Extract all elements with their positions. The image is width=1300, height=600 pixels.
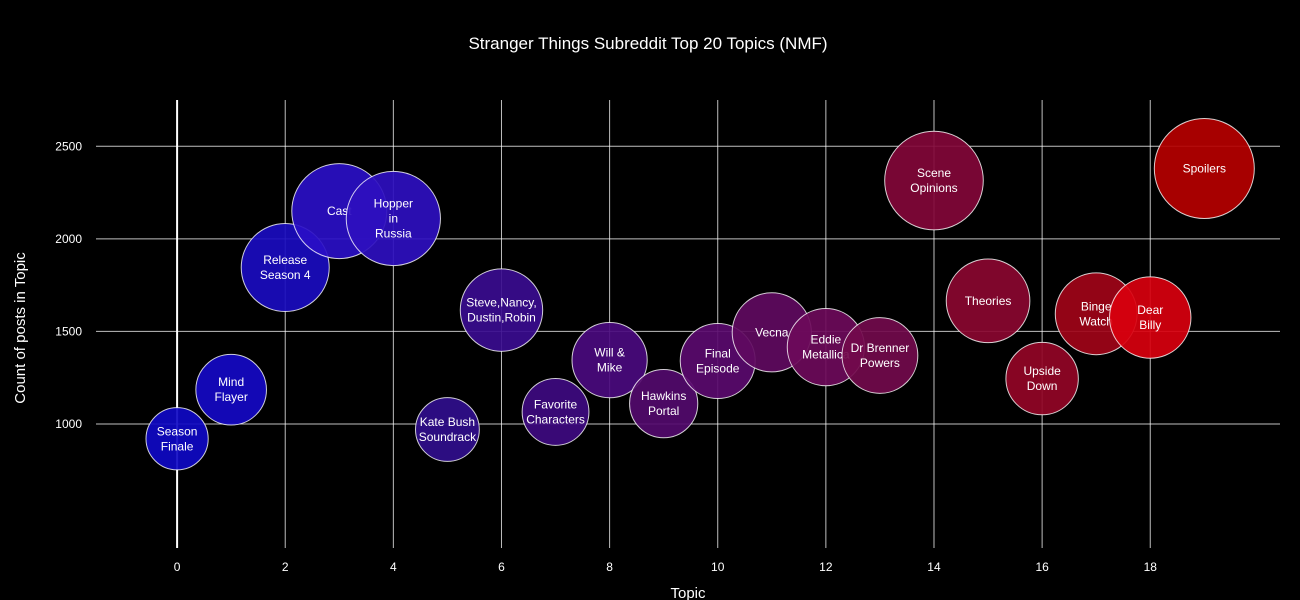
y-tick-label: 2000 [55, 232, 82, 246]
bubble-label-line: Scene [917, 166, 951, 180]
bubble-point[interactable] [345, 170, 441, 267]
bubble-label-line: Mind [218, 375, 244, 389]
bubble-label: Release Season 4 [260, 253, 311, 282]
bubble-label-line: Upside [1023, 364, 1061, 378]
bubble-label-line: Billy [1139, 318, 1161, 332]
bubble-label-line: Hawkins [641, 389, 686, 403]
bubble-label-line: Dear [1137, 303, 1163, 317]
bubble-point[interactable] [521, 378, 590, 446]
bubble-point[interactable] [884, 130, 984, 231]
bubble-label: Steve,Nancy, Dustin,Robin [466, 296, 536, 325]
bubble-label: Favorite Characters [526, 397, 585, 426]
bubble-label-line: Characters [526, 412, 585, 426]
bubble-label-line: Theories [965, 294, 1012, 308]
bubble-label: Kate Bush Soundrack [419, 415, 477, 444]
bubble-label-line: Russia [375, 227, 412, 241]
bubble-label-line: Will & [594, 346, 625, 360]
bubble-point[interactable] [145, 407, 209, 471]
bubble-point[interactable] [629, 369, 699, 439]
bubble-label-line: Opinions [910, 181, 957, 195]
bubble-label: Dear Billy [1137, 303, 1163, 332]
y-tick-label: 2500 [55, 139, 82, 153]
y-tick-label: 1000 [55, 417, 82, 431]
bubble-label-line: Mike [597, 361, 623, 375]
x-tick-label: 2 [282, 560, 289, 574]
bubble-label-line: Portal [648, 404, 679, 418]
bubble-label-line: Episode [696, 362, 740, 376]
bubble-label: Hopper in Russia [374, 197, 413, 241]
bubble-label-line: Dustin,Robin [467, 311, 536, 325]
bubble-label-line: Release [263, 253, 307, 267]
bubble-label: Upside Down [1023, 364, 1061, 393]
tick-layer: 0 2 4 6 8 10 12 14 16 18 1000 1500 2000 2500 [55, 139, 1157, 574]
x-tick-label: 16 [1035, 560, 1049, 574]
bubble-label: Season Finale [157, 424, 198, 453]
x-tick-label: 14 [927, 560, 941, 574]
bubble-label-line: Favorite [534, 397, 578, 411]
bubble-point[interactable] [841, 317, 919, 394]
bubble-label: Will & Mike [594, 346, 625, 375]
bubble-label-line: Soundrack [419, 430, 477, 444]
bubble-point[interactable] [195, 353, 267, 426]
bubble-label: Scene Opinions [910, 166, 957, 195]
bubble-label: Binge Watch [1079, 299, 1113, 328]
bubble-label: Vecna [755, 325, 789, 339]
bubble-label-line: Season 4 [260, 268, 311, 282]
bubble-label-line: Steve,Nancy, [466, 296, 536, 310]
bubble-label-line: Season [157, 424, 198, 438]
bubble-point[interactable] [1153, 117, 1255, 219]
bubble-label: Final Episode [696, 347, 740, 376]
y-tick-label: 1500 [55, 324, 82, 338]
bubble-label: Dr Brenner Powers [851, 341, 910, 370]
bubble-label-line: Flayer [214, 390, 247, 404]
bubble-point[interactable] [415, 397, 480, 462]
bubble-label: Theories [965, 294, 1012, 308]
bubble-label-line: Finale [161, 439, 194, 453]
x-tick-label: 18 [1144, 560, 1158, 574]
bubble-label-line: Dr Brenner [851, 341, 910, 355]
x-tick-label: 12 [819, 560, 833, 574]
bubble-label: Hawkins Portal [641, 389, 686, 418]
bubble-label-line: Eddie [811, 333, 842, 347]
x-axis-title: Topic [670, 585, 706, 600]
bubble-label-line: Final [705, 347, 731, 361]
bubble-label: Mind Flayer [214, 375, 247, 404]
y-axis-title: Count of posts in Topic [12, 252, 29, 404]
x-tick-label: 4 [390, 560, 397, 574]
bubble-point[interactable] [571, 321, 648, 399]
bubble-label: Eddie Metallica [802, 333, 850, 362]
x-tick-label: 8 [606, 560, 613, 574]
bubble-label-line: Metallica [802, 348, 850, 362]
bubble-point[interactable] [945, 258, 1031, 344]
bubble-label-line: in [389, 212, 398, 226]
bubble-label-line: Watch [1079, 314, 1113, 328]
bubble-label-line: Kate Bush [420, 415, 475, 429]
bubble-label: Spoilers [1183, 162, 1226, 176]
bubble-label-line: Down [1027, 379, 1058, 393]
x-tick-label: 6 [498, 560, 505, 574]
bubble-label-line: Vecna [755, 325, 789, 339]
bubble-point[interactable] [1005, 341, 1079, 416]
bubble-label-line: Hopper [374, 197, 413, 211]
x-tick-label: 0 [174, 560, 181, 574]
bubble-point[interactable] [1109, 276, 1192, 359]
bubble-label-line: Powers [860, 356, 900, 370]
chart-title: Stranger Things Subreddit Top 20 Topics … [468, 34, 827, 53]
x-tick-label: 10 [711, 560, 725, 574]
bubble-label-line: Binge [1081, 299, 1112, 313]
bubble-point[interactable] [459, 268, 544, 352]
bubble-label-line: Spoilers [1183, 162, 1226, 176]
